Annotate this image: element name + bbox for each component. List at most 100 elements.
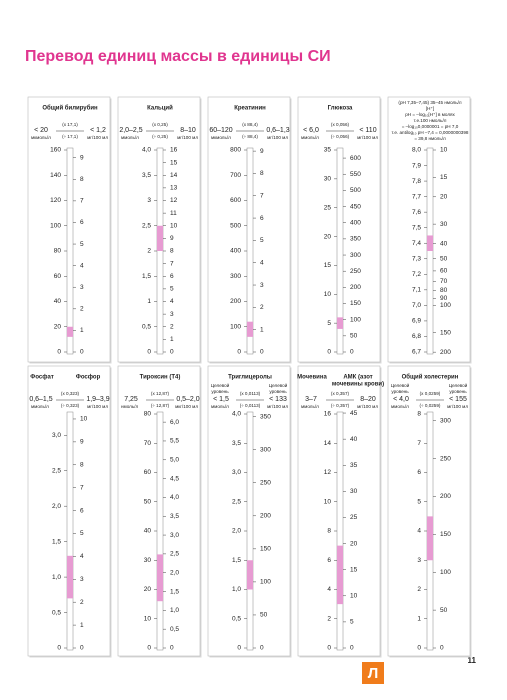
left-tick-label: 20 [324,233,332,240]
right-tick-label: 3,0 [170,532,179,539]
right-tick-label: 0 [440,645,444,652]
left-tick-label: 500 [230,222,241,229]
right-range: < 1,2 [90,127,106,134]
left-range: 7,25 [124,396,138,403]
right-range: 8–10 [180,127,196,134]
right-tick-label: 15 [440,174,448,181]
left-tick-label: 60 [54,273,62,280]
right-tick-label: 5 [350,619,354,626]
factor: (x 0,25) [152,122,168,127]
left-tick-label: 0 [327,349,331,356]
right-tick-label: 70 [440,278,448,285]
left-tick-label: 1,5 [142,273,151,280]
left-tick-label: 80 [144,411,152,418]
right-tick-label: 30 [350,488,358,495]
left-tick-label: 70 [144,440,152,447]
left-tick-label: 0,5 [52,609,61,616]
panel-name: Фосфор [76,374,101,381]
right-unit: мг/100 мл [357,404,378,409]
left-tick-label: 60 [144,469,152,476]
right-tick-label: 15 [170,159,178,166]
left-tick-label: 30 [324,176,332,183]
left-tick-label: 800 [230,147,241,154]
right-tick-label: 5,0 [170,456,179,463]
right-tick-label: 30 [440,221,448,228]
right-tick-label: 150 [440,531,451,538]
right-unit: мг/100 мл [447,404,468,409]
left-tick-label: 100 [50,222,61,229]
right-tick-label: 9 [80,439,84,446]
right-tick-label: 1,0 [170,607,179,614]
right-tick-label: 0 [80,645,84,652]
scale-tube [66,147,74,355]
left-tick-label: 6,8 [412,333,421,340]
factor: (x 17,1) [62,122,78,127]
target-note: Целевой [449,382,468,388]
right-tick-label: 0 [350,645,354,652]
right-tick-label: 13 [170,185,178,192]
normal-range [67,555,73,599]
left-tick-label: 4 [417,528,421,535]
normal-range [247,560,253,590]
right-tick-label: 8 [80,176,84,183]
right-range: 8–20 [360,396,376,403]
right-tick-label: 5 [80,241,84,248]
left-tick-label: 7,9 [412,162,421,169]
right-unit: мг/100 мл [87,135,108,140]
right-range: < 155 [449,396,467,403]
right-tick-label: 0 [170,645,174,652]
left-range: 2,0–2,5 [119,127,142,134]
right-unit: мг/100 мл [87,404,108,409]
left-tick-label: 200 [230,298,241,305]
right-tick-label: 100 [350,316,361,323]
left-tick-label: 0 [237,349,241,356]
scale-tube [246,411,254,651]
right-tick-label: 150 [350,300,361,307]
right-tick-label: 450 [350,203,361,210]
left-tick-label: 2,5 [232,498,241,505]
factor-back: (÷ 12,87) [151,403,170,408]
right-tick-label: 10 [80,416,88,423]
right-tick-label: 6,0 [170,419,179,426]
left-tick-label: 7,5 [412,224,421,231]
factor-back: (÷ 0,0259) [420,403,441,408]
left-tick-label: 2 [147,248,151,255]
right-tick-label: 0 [170,349,174,356]
left-tick-label: 120 [50,197,61,204]
right-range: 0,5–2,0 [176,396,199,403]
left-tick-label: 10 [324,498,332,505]
left-unit: ммоль/л [391,404,409,409]
right-tick-label: 100 [440,569,451,576]
right-tick-label: 250 [350,268,361,275]
right-tick-label: 1 [260,326,264,333]
left-tick-label: 1,0 [52,574,61,581]
left-range: < 20 [34,127,48,134]
right-tick-label: 6 [80,507,84,514]
right-tick-label: 8 [80,461,84,468]
right-range: < 133 [269,396,287,403]
right-tick-label: 3 [260,282,264,289]
left-tick-label: 8,0 [412,147,421,154]
right-tick-label: 60 [440,268,448,275]
right-tick-label: 50 [440,607,448,614]
left-tick-label: 7,8 [412,178,421,185]
right-tick-label: 3,5 [170,513,179,520]
factor: (x 88,4) [242,122,258,127]
right-tick-label: 5 [170,286,174,293]
right-tick-label: 2 [170,323,174,330]
right-tick-label: 200 [440,493,451,500]
left-tick-label: 6 [327,557,331,564]
left-tick-label: 15 [324,262,332,269]
left-tick-label: 10 [324,291,332,298]
panel-name: Кальций [147,105,173,112]
right-unit: мг/100 мл [357,135,378,140]
left-tick-label: 0,5 [142,323,151,330]
left-tick-label: 30 [144,557,152,564]
left-range: < 1,5 [213,396,229,403]
left-tick-label: 8 [417,411,421,418]
right-tick-label: 10 [440,147,448,154]
right-tick-label: 7 [260,192,264,199]
left-tick-label: 80 [54,248,62,255]
factor: (x 0,357) [331,391,350,396]
left-tick-label: 7,1 [412,287,421,294]
